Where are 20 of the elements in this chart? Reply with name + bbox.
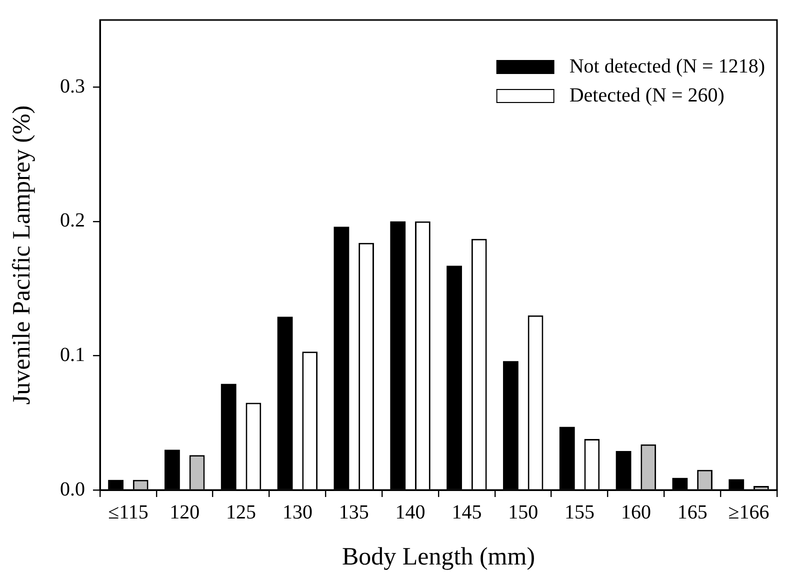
y-tick-label: 0.2 — [60, 210, 85, 232]
x-tick-label: 165 — [677, 501, 708, 524]
legend-label: Not detected (N = 1218) — [569, 55, 766, 78]
x-tick-label: ≤115 — [108, 501, 148, 524]
x-tick-label: 155 — [564, 501, 595, 524]
y-tick-label: 0.0 — [60, 478, 85, 500]
x-tick-label: 120 — [170, 501, 200, 524]
x-tick-label: 140 — [395, 501, 426, 524]
x-tick-label: 125 — [226, 501, 256, 524]
y-axis-title: Juvenile Pacific Lamprey (%) — [8, 105, 36, 405]
x-tick-label: 145 — [452, 501, 482, 524]
legend-label: Detected (N = 260) — [569, 84, 724, 106]
x-axis-title: Body Length (mm) — [342, 544, 536, 571]
y-tick-label: 0.1 — [60, 344, 85, 366]
x-tick-label: ≥166 — [728, 501, 770, 524]
x-tick-label: 160 — [620, 501, 651, 524]
x-tick-label: 150 — [508, 501, 538, 524]
y-tick-label: 0.3 — [60, 75, 85, 98]
x-tick-label: 130 — [282, 501, 312, 524]
x-tick-label: 135 — [338, 501, 369, 524]
